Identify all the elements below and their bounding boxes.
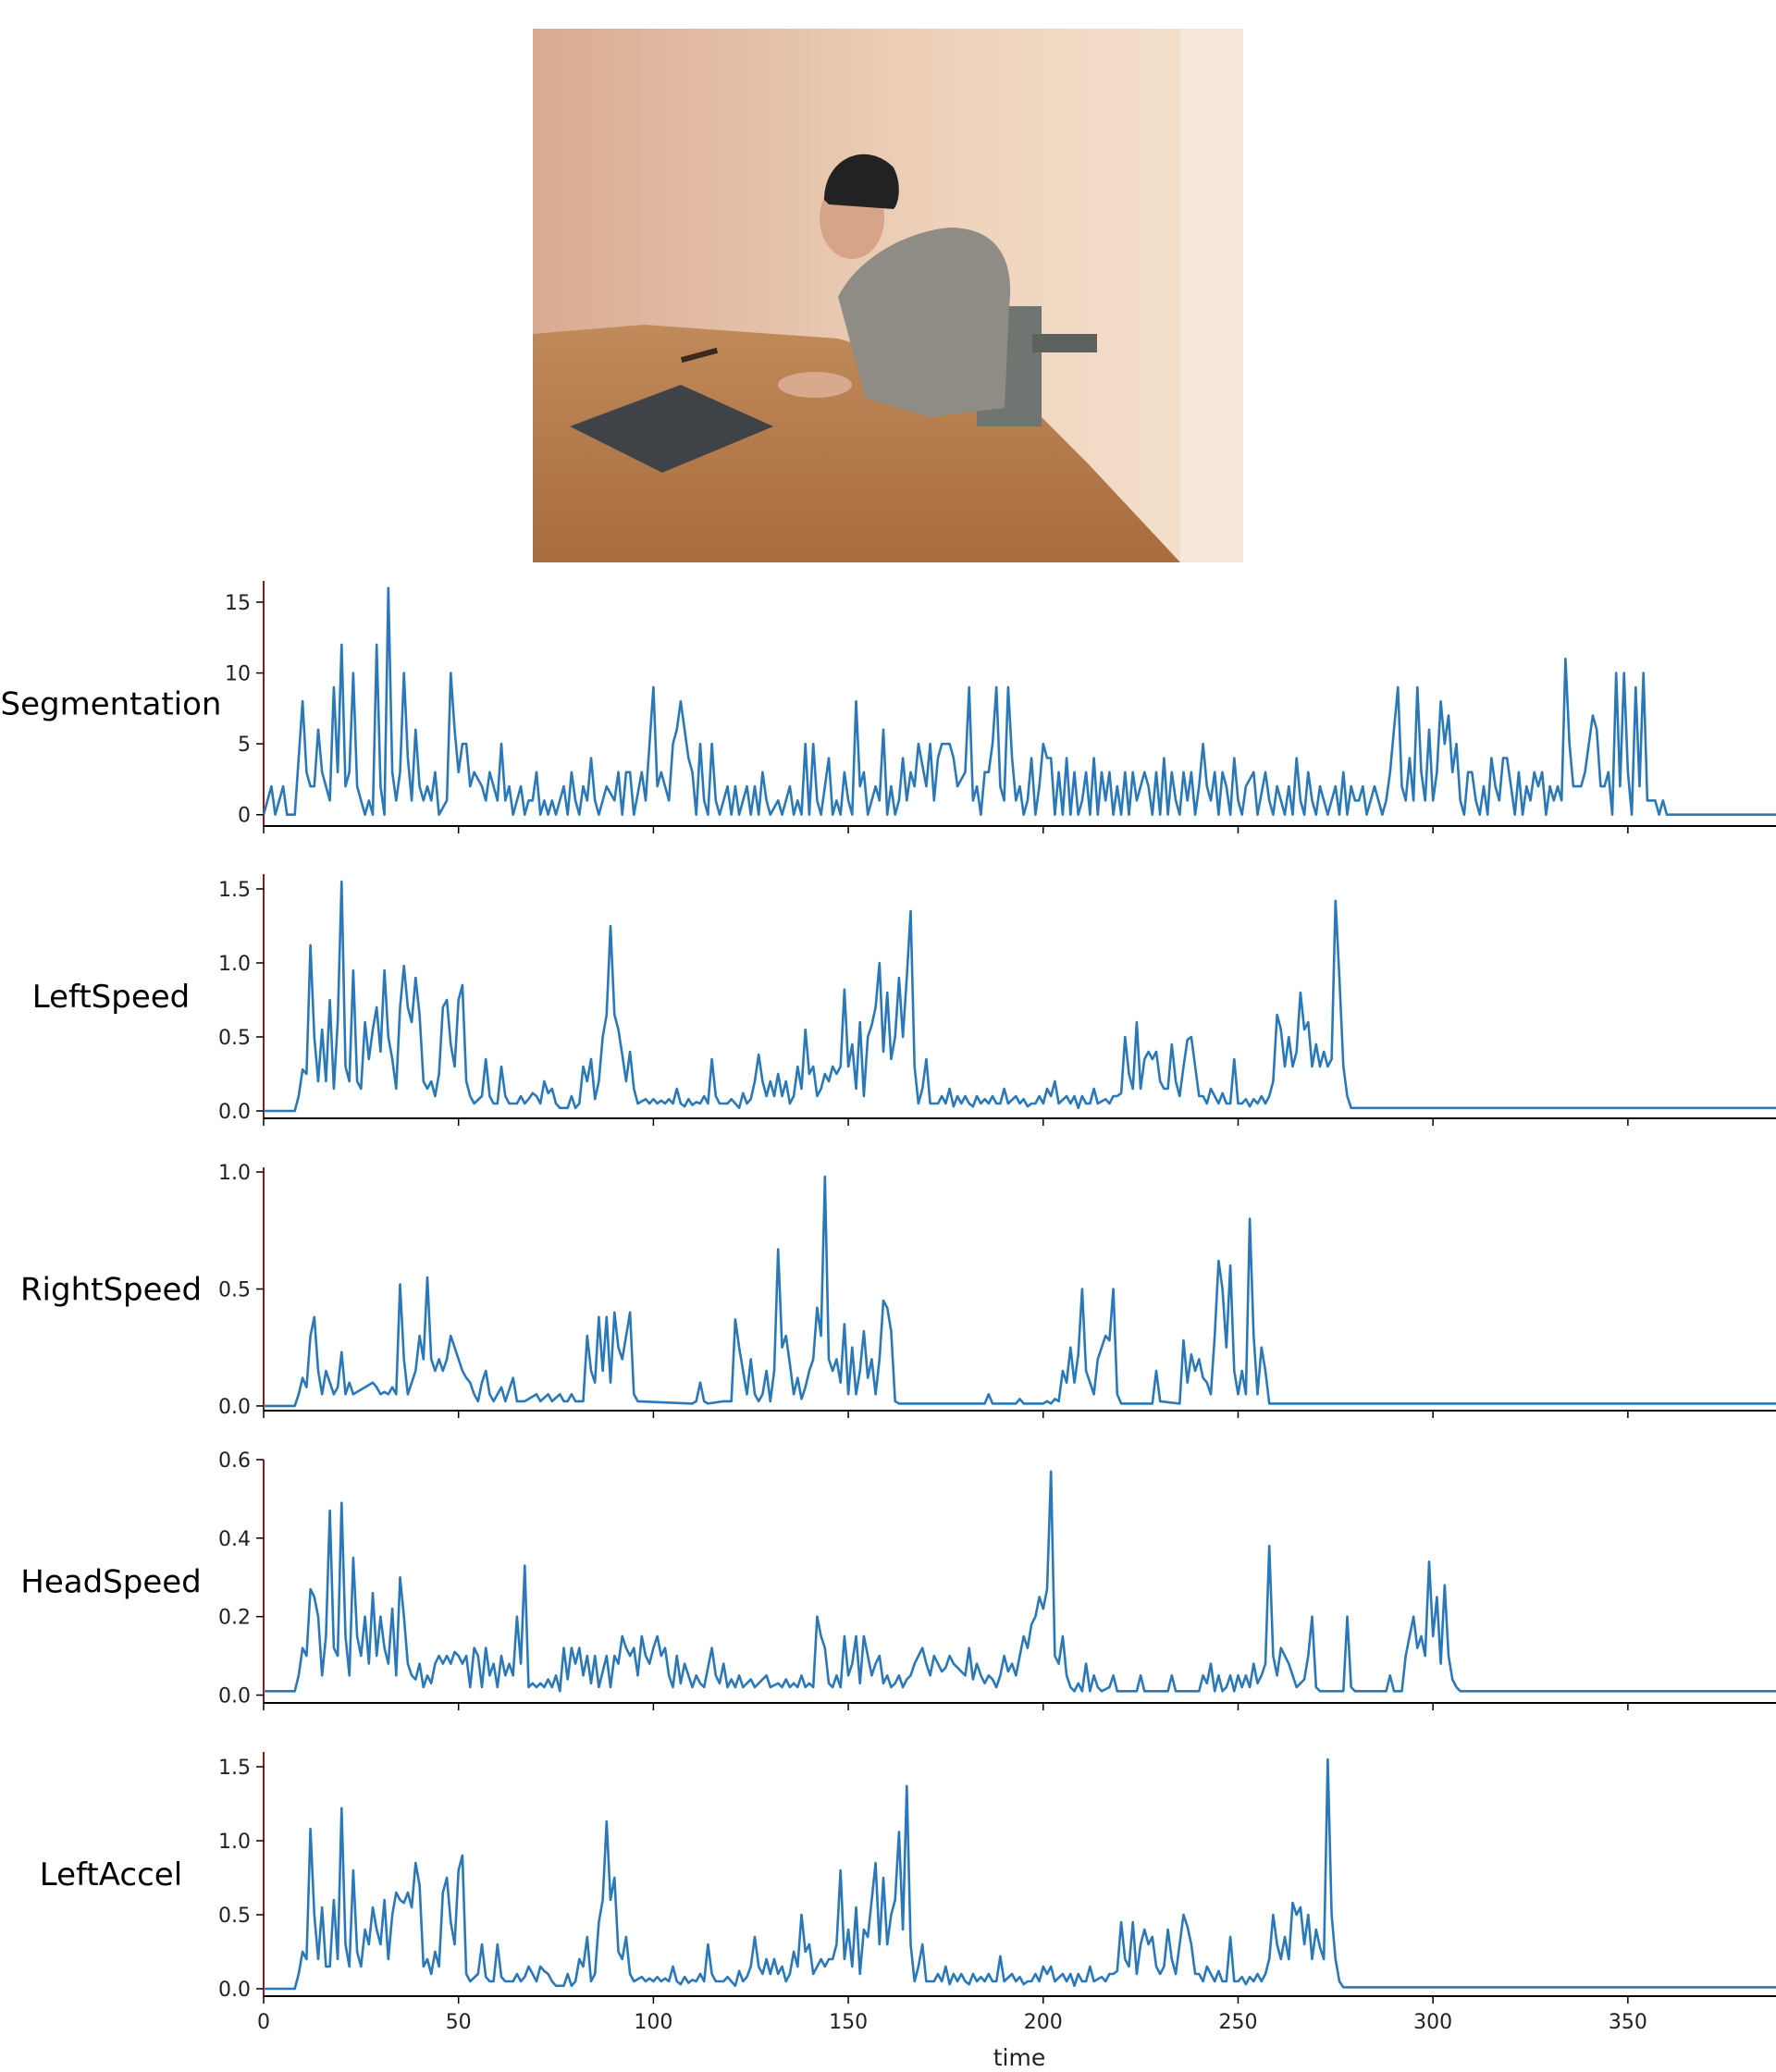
y-tick-label: 0.5 [218,1279,251,1302]
y-tick-label: 1.0 [218,953,251,976]
panel-label: LeftSpeed [32,979,191,1016]
y-tick-label: 0.0 [218,1979,251,2002]
y-tick-label: 0.6 [218,1449,251,1473]
video-frame-photo [533,29,1243,562]
panel-segmentation: Segmentation 0 5 10 15 [1,581,1776,833]
x-tick-label: 200 [1024,2011,1063,2034]
x-tick-label: 300 [1413,2011,1452,2034]
series-line-headspeed [264,1470,1776,1693]
y-tick-label: 1.5 [218,879,251,902]
panel-leftspeed: LeftSpeed 0.0 0.5 1.0 1.5 [32,874,1776,1126]
y-tick-label: 0 [238,805,251,828]
y-tick-label: 0.4 [218,1528,251,1551]
panel-label: LeftAccel [40,1856,182,1893]
x-tick-label: 100 [634,2011,672,2034]
x-tick-label: 0 [257,2011,270,2034]
y-tick-label: 5 [238,734,251,757]
y-tick-label: 0.0 [218,1396,251,1419]
panel-rightspeed: RightSpeed 0.0 0.5 1.0 [20,1162,1776,1419]
panel-leftaccel: LeftAccel 0.0 0.5 1.0 1.5 0 50 100 150 200 250 300 3… [40,1752,1776,2034]
y-tick-label: 0.0 [218,1685,251,1708]
series-line-segmentation [262,586,1776,816]
y-tick-label: 0.2 [218,1607,251,1630]
y-tick-label: 1.5 [218,1757,251,1780]
x-tick-label: 350 [1609,2011,1647,2034]
y-tick-label: 1.0 [218,1162,251,1185]
series-line-leftspeed [264,880,1776,1113]
x-tick-label: 50 [446,2011,472,2034]
x-tick-label: 150 [829,2011,868,2034]
y-tick-label: 0.5 [218,1027,251,1050]
series-line-rightspeed [264,1175,1776,1408]
y-tick-label: 10 [225,663,251,686]
panel-label: HeadSpeed [20,1564,201,1601]
series-line-leftaccel [264,1758,1776,1991]
panel-label: Segmentation [1,686,222,723]
x-tick-label: 250 [1218,2011,1257,2034]
y-tick-label: 15 [225,592,251,615]
y-tick-label: 0.5 [218,1905,251,1928]
person-at-table-image [533,29,1243,562]
y-tick-label: 0.0 [218,1101,251,1124]
panel-label: RightSpeed [20,1272,202,1309]
panel-headspeed: HeadSpeed 0.0 0.2 0.4 0.6 [20,1449,1776,1710]
x-axis-label: time [993,2044,1045,2071]
y-tick-label: 1.0 [218,1831,251,1854]
